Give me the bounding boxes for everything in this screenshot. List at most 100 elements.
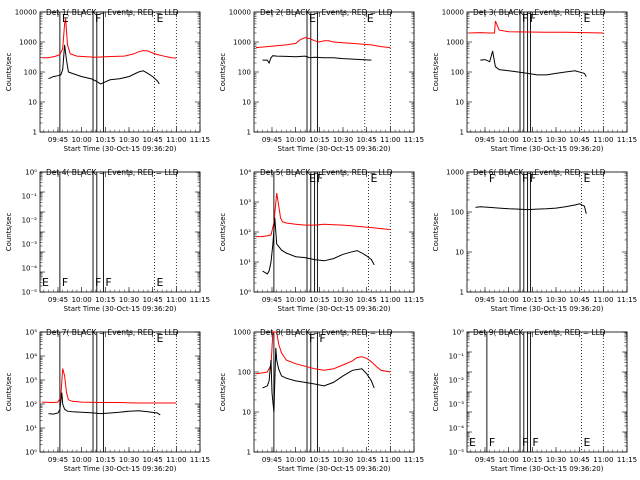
x-tick-label: 10:15 [309, 296, 329, 304]
y-tick-label: 1 [247, 449, 251, 457]
segment-marker-label: E [371, 172, 378, 185]
detector-panel-1: 1 10 100 1000 10000 09:45 10:00 10:15 10:30 10:45… [5, 8, 210, 153]
y-tick-label: 10⁵ [25, 329, 37, 337]
y-tick-label: 10000 [229, 9, 251, 17]
lld-series-line [41, 368, 177, 404]
y-tick-label: 1 [33, 129, 37, 137]
y-tick-label: 10³ [25, 377, 37, 385]
y-tick-label: 10⁴ [25, 353, 37, 361]
detector-panel-5: 10⁰ 10¹ 10² 10³ 10⁴ 09:45 10:00 10:15 10:30 10:45… [219, 168, 424, 313]
x-tick-label: 11:15 [190, 456, 210, 464]
y-tick-label: 100 [24, 69, 37, 77]
segment-marker-label: E [42, 276, 49, 289]
y-tick-label: 10 [455, 249, 464, 257]
x-tick-label: 10:45 [143, 296, 163, 304]
y-tick-label: 100 [238, 69, 251, 77]
x-tick-label: 11:00 [166, 296, 186, 304]
x-tick-label: 11:00 [166, 136, 186, 144]
detector-panel-3: 1 10 100 1000 10000 09:45 10:00 10:15 10:30 10:45… [432, 8, 637, 153]
x-tick-label: 10:15 [309, 136, 329, 144]
segment-marker-label: F [532, 436, 538, 449]
y-tick-label: 10² [25, 401, 37, 409]
y-tick-label: 10 [242, 409, 251, 417]
y-tick-label: 1 [247, 129, 251, 137]
y-axis-title: Counts/sec [5, 213, 13, 252]
panel-title: Det 7( BLACK = Events, RED = LLD [46, 328, 179, 337]
x-tick-label: 10:00 [72, 136, 92, 144]
x-tick-label: 10:30 [546, 456, 566, 464]
y-axis-title: Counts/sec [219, 213, 227, 252]
x-tick-label: 10:15 [95, 136, 115, 144]
x-tick-label: 10:00 [499, 136, 519, 144]
segment-marker-label: E [584, 12, 591, 25]
x-tick-label: 10:45 [570, 456, 590, 464]
segment-marker-label: E [309, 12, 316, 25]
segment-marker-label: E [62, 12, 69, 25]
x-tick-label: 09:45 [475, 456, 495, 464]
y-tick-label: 100 [451, 209, 464, 217]
events-series-line [262, 217, 375, 275]
x-tick-label: 10:30 [119, 296, 139, 304]
y-tick-label: 10⁻⁵ [449, 449, 465, 457]
panel-title: Det 2( BLACK = Events, RED = LLD [260, 8, 393, 17]
x-tick-label: 09:45 [48, 136, 68, 144]
x-axis-title: Start Time (30-Oct-15 09:36:20) [64, 465, 177, 473]
y-tick-label: 10⁰ [25, 449, 37, 457]
panel-title: Det 6( BLACK = Events, RED = LLD [473, 168, 606, 177]
y-axis-title: Counts/sec [5, 373, 13, 412]
segment-marker-label: F [522, 172, 528, 185]
x-tick-label: 09:45 [48, 296, 68, 304]
y-tick-label: 10000 [15, 9, 37, 17]
x-tick-label: 10:30 [333, 296, 353, 304]
y-tick-label: 100 [238, 369, 251, 377]
detector-panel-7: 10⁰ 10¹ 10² 10³ 10⁴ 10⁵ 09:45 10:00 10:15 10:30 10… [5, 328, 210, 473]
segment-marker-label: F [522, 436, 528, 449]
y-tick-label: 10¹ [239, 259, 251, 267]
segment-marker-label: F [317, 172, 323, 185]
segment-marker-label: E [584, 436, 591, 449]
segment-marker-label: F [522, 12, 528, 25]
y-tick-label: 10² [239, 229, 251, 237]
lld-series-line [255, 192, 391, 238]
x-tick-label: 11:00 [593, 456, 613, 464]
segment-marker-label: E [584, 172, 591, 185]
x-axis-title: Start Time (30-Oct-15 09:36:20) [491, 305, 604, 313]
x-axis-title: Start Time (30-Oct-15 09:36:20) [491, 465, 604, 473]
y-tick-label: 10⁻² [449, 377, 465, 385]
segment-marker-label: F [309, 332, 315, 345]
y-tick-label: 10⁻⁵ [22, 289, 38, 297]
x-tick-label: 10:15 [522, 136, 542, 144]
segment-marker-label: E [157, 332, 164, 345]
x-tick-label: 10:00 [72, 296, 92, 304]
y-tick-label: 10⁴ [239, 169, 251, 177]
y-axis-title: Counts/sec [219, 53, 227, 92]
events-series-line [480, 50, 587, 77]
x-tick-label: 11:15 [190, 136, 210, 144]
x-tick-label: 11:15 [404, 136, 424, 144]
segment-marker-label: F [62, 276, 68, 289]
x-tick-label: 11:00 [380, 136, 400, 144]
y-tick-label: 1000 [446, 169, 464, 177]
panel-title: Det 8( BLACK = Events, RED = LLD [260, 328, 393, 337]
y-axis-title: Counts/sec [432, 373, 440, 412]
y-tick-label: 10000 [442, 9, 464, 17]
y-tick-label: 10 [455, 99, 464, 107]
lld-series-line [468, 20, 604, 34]
x-tick-label: 10:30 [333, 136, 353, 144]
y-tick-label: 10⁻³ [22, 241, 38, 249]
y-tick-label: 10¹ [25, 425, 37, 433]
segment-marker-label: F [489, 172, 495, 185]
x-tick-label: 10:00 [286, 456, 306, 464]
x-tick-label: 11:00 [166, 456, 186, 464]
y-axis-title: Counts/sec [432, 213, 440, 252]
x-tick-label: 10:45 [357, 456, 377, 464]
events-series-line [262, 347, 375, 413]
y-tick-label: 10³ [239, 199, 251, 207]
x-tick-label: 10:00 [72, 456, 92, 464]
x-axis-title: Start Time (30-Oct-15 09:36:20) [278, 145, 391, 153]
x-tick-label: 10:30 [333, 456, 353, 464]
x-axis-title: Start Time (30-Oct-15 09:36:20) [64, 305, 177, 313]
x-tick-label: 10:30 [546, 136, 566, 144]
segment-marker-label: F [95, 12, 101, 25]
x-tick-label: 09:45 [48, 456, 68, 464]
